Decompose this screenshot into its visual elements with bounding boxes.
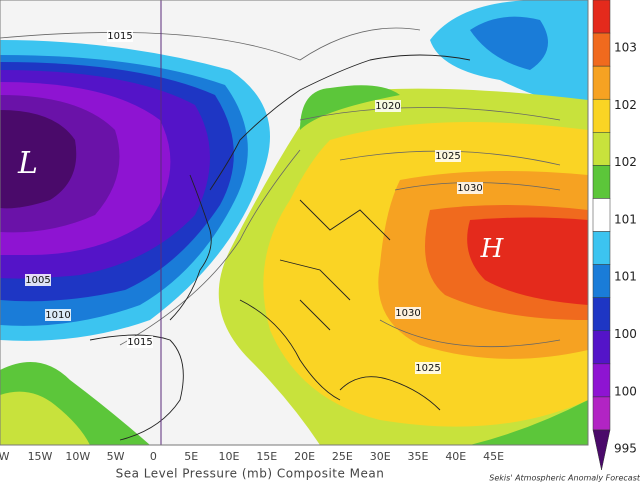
colorbar-swatch (592, 165, 611, 199)
longitude-label: 10W (65, 450, 90, 463)
isobar-label: 1020 (375, 101, 400, 112)
colorbar-label: 101 (614, 270, 637, 284)
colorbar-swatch (592, 363, 611, 398)
longitude-label: 10E (219, 450, 240, 463)
longitude-label: 20E (294, 450, 315, 463)
colorbar-swatch (592, 198, 611, 232)
longitude-label: 35E (408, 450, 429, 463)
colorbar-swatch (592, 231, 611, 265)
isobar-label: 1015 (127, 337, 152, 348)
isobar-label: 1025 (415, 363, 440, 374)
colorbar-swatch (592, 330, 611, 365)
isobar-label: 1015 (107, 31, 132, 42)
longitude-label: 30E (370, 450, 391, 463)
colorbar-label: 103 (614, 41, 637, 55)
colorbar-swatch (592, 264, 611, 298)
colorbar-swatch (592, 65, 611, 100)
high-pressure-label: H (480, 234, 505, 264)
colorbar-swatch (592, 98, 611, 133)
credit: Sekis' Atmospheric Anomaly Forecast (489, 474, 640, 483)
longitude-label: 0 (150, 450, 157, 463)
colorbar-label: 102 (614, 155, 637, 169)
isobar-label: 1010 (45, 310, 70, 321)
colorbar: 103 102 102 101 101 100 100 995 (592, 0, 637, 471)
longitude-label: 40E (445, 450, 466, 463)
isobar-label-bg (375, 100, 401, 112)
colorbar-label: 102 (614, 98, 637, 112)
longitude-label: 15W (28, 450, 53, 463)
isobar-label: 1030 (457, 183, 482, 194)
longitude-label: 5E (184, 450, 198, 463)
isobar-label-bg (45, 309, 71, 321)
isobar-label: 1005 (25, 275, 50, 286)
isobar-label: 1025 (435, 151, 460, 162)
colorbar-swatch (592, 32, 611, 67)
isobar-label-bg (415, 362, 441, 374)
longitude-label: 15E (256, 450, 277, 463)
isobar-label-bg (457, 182, 483, 194)
colorbar-swatch (592, 396, 611, 431)
longitude-label: W (0, 450, 10, 463)
colorbar-swatch (592, 429, 611, 471)
isobar-label: 1030 (395, 308, 420, 319)
colorbar-label: 101 (614, 212, 637, 226)
map-title: Sea Level Pressure (mb) Composite Mean (116, 467, 385, 481)
longitude-label: 25E (332, 450, 353, 463)
colorbar-swatch (592, 297, 611, 332)
isobar-label-bg (395, 307, 421, 319)
map-area (0, 0, 588, 445)
longitude-label: 45E (483, 450, 504, 463)
isobar-label-bg (107, 30, 133, 42)
colorbar-swatch (592, 132, 611, 166)
colorbar-label: 100 (614, 384, 637, 398)
isobar-label-bg (435, 150, 461, 162)
colorbar-label: 100 (614, 327, 637, 341)
isobar-label-bg (25, 274, 51, 286)
colorbar-label: 995 (614, 442, 637, 456)
isobar-label-bg (127, 336, 153, 348)
low-pressure-label: L (17, 146, 38, 181)
colorbar-swatch (592, 0, 611, 34)
longitude-label: 5W (107, 450, 125, 463)
